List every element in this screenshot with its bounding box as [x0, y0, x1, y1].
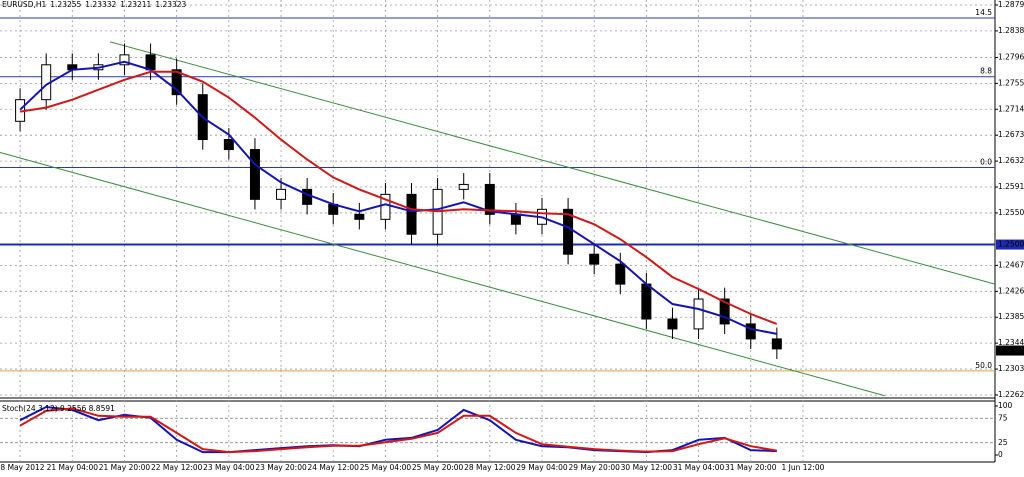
- candle-body: [171, 69, 182, 96]
- x-tick-label: 21 May 20:00: [99, 463, 151, 472]
- candle-body: [745, 323, 756, 340]
- y-tick-label: 1.27960: [998, 52, 1024, 61]
- stoch-title: Stoch(24,3,12) 9.2556 8.8591: [2, 404, 115, 413]
- candle-body: [484, 183, 495, 215]
- y-tick-label: 1.25500: [998, 208, 1024, 217]
- candle-body: [563, 208, 574, 255]
- level-label: 0.0: [980, 157, 992, 166]
- y-tick-label: 1.23030: [998, 364, 1024, 373]
- x-tick-label: 22 May 12:00: [151, 463, 203, 472]
- header: EURUSD,H1 1.23255 1.23332 1.23211 1.23323: [2, 0, 187, 9]
- candle-body: [510, 213, 521, 225]
- quote: 1.23323: [155, 0, 186, 9]
- x-tick-label: 31 May 20:00: [725, 463, 777, 472]
- candle-body: [223, 139, 234, 151]
- last-price-label: 1.23323: [998, 346, 1024, 355]
- price-line-label: 1.25000: [998, 240, 1024, 249]
- trendline: [0, 152, 886, 397]
- plot: [0, 17, 996, 454]
- x-tick-label: 29 May 04:00: [516, 463, 568, 472]
- y-tick-label: 1.24670: [998, 260, 1024, 269]
- x-tick-label: 23 May 04:00: [203, 463, 255, 472]
- grid: [0, 0, 998, 462]
- level-label: 14.5: [975, 8, 992, 17]
- candle-body: [589, 253, 600, 265]
- last-price-box: [996, 345, 1024, 356]
- y-tick-label: 25: [998, 438, 1008, 447]
- y-tick-label: 1.28380: [998, 26, 1024, 35]
- candle-body: [667, 318, 678, 330]
- symbol: EURUSD,H1: [2, 0, 46, 9]
- x-tick-label: 24 May 12:00: [308, 463, 360, 472]
- y-tick-label: 1.27140: [998, 104, 1024, 113]
- y-tick-label: 1.26730: [998, 130, 1024, 139]
- candle-body: [406, 193, 417, 235]
- candle-body: [249, 149, 260, 200]
- candle-body: [693, 298, 704, 330]
- candle-body: [719, 298, 730, 325]
- y-tick-label: 1.24260: [998, 286, 1024, 295]
- y-tick-label: 1.22620: [998, 390, 1024, 399]
- quote: 1.23211: [120, 0, 151, 9]
- moving-average: [19, 60, 777, 335]
- y-tick-label: 1.25910: [998, 182, 1024, 191]
- candle-body: [119, 54, 130, 66]
- candle-body: [458, 183, 469, 190]
- candle-body: [771, 338, 782, 350]
- x-tick-label: 31 May 04:00: [673, 463, 725, 472]
- x-tick-label: 30 May 12:00: [621, 463, 673, 472]
- y-tick-label: 100: [998, 401, 1013, 410]
- x-tick-label: 23 May 20:00: [255, 463, 307, 472]
- candle-body: [302, 188, 313, 205]
- quote: 1.23255: [50, 0, 81, 9]
- candle-body: [354, 213, 365, 220]
- candle-body: [276, 188, 287, 200]
- y-tick-label: 1.23850: [998, 312, 1024, 321]
- quote: 1.23332: [85, 0, 116, 9]
- stoch-line: [19, 407, 777, 454]
- moving-average: [19, 70, 778, 325]
- y-tick-label: 75: [998, 413, 1008, 422]
- y-tick-label: 1.27550: [998, 78, 1024, 87]
- candle-body: [641, 283, 652, 320]
- x-tick-label: 28 May 12:00: [464, 463, 516, 472]
- x-tick-label: 25 May 20:00: [412, 463, 464, 472]
- x-tick-label: 25 May 04:00: [360, 463, 412, 472]
- candle-body: [380, 193, 391, 220]
- y-tick-label: 1.28790: [998, 0, 1024, 9]
- price-box: [996, 239, 1024, 250]
- level-label: 50.0: [975, 361, 992, 370]
- y-tick-label: 1.23440: [998, 338, 1024, 347]
- y-tick-label: 1.26320: [998, 156, 1024, 165]
- x-tick-label: 1 Jun 12:00: [782, 463, 825, 472]
- x-tick-label: 18 May 2012: [0, 463, 45, 472]
- y-tick-label: 0: [998, 450, 1003, 459]
- x-tick-label: 21 May 04:00: [47, 463, 99, 472]
- candle-body: [615, 263, 626, 285]
- trendline: [109, 41, 996, 285]
- x-tick-label: 29 May 20:00: [568, 463, 620, 472]
- level-label: 8.8: [980, 67, 992, 76]
- candle-body: [145, 54, 156, 71]
